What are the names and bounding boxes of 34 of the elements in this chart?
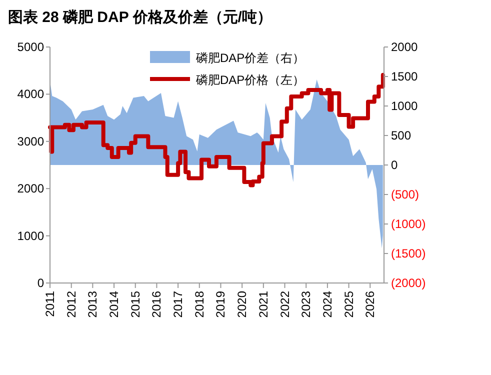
y2-tick-label: 1500 (391, 70, 418, 84)
x-tick-label: 2015 (128, 290, 142, 318)
y2-tick-label: 1000 (391, 99, 418, 113)
y2-tick-label: 2000 (391, 40, 418, 54)
y-tick-label: 1000 (17, 228, 44, 243)
y2-tick-label: (1500) (391, 246, 426, 260)
x-tick-label: 2020 (235, 290, 250, 318)
legend-label: 磷肥DAP价差（右） (195, 51, 305, 65)
y2-tick-label: (500) (391, 188, 420, 202)
x-tick-label: 2014 (107, 290, 122, 318)
x-tick-label: 2011 (43, 290, 57, 317)
x-tick-label: 2025 (342, 290, 356, 318)
x-tick-label: 2013 (86, 290, 100, 318)
x-tick-label: 2012 (64, 290, 78, 318)
x-tick-label: 2016 (150, 290, 164, 318)
x-tick-label: 2026 (363, 290, 378, 318)
y-tick-label: 3000 (17, 134, 44, 148)
y-tick-label: 2000 (17, 182, 44, 196)
x-tick-label: 2023 (299, 290, 314, 318)
y2-tick-label: 0 (391, 158, 398, 172)
y-tick-label: 4000 (17, 87, 44, 102)
y2-tick-label: (1000) (391, 217, 426, 231)
y-tick-label: 0 (37, 276, 44, 290)
x-tick-label: 2021 (256, 290, 270, 318)
y-tick-label: 5000 (17, 40, 44, 54)
x-tick-label: 2019 (214, 290, 228, 318)
chart-title: 图表 28 磷肥 DAP 价格及价差（元/吨） (8, 9, 272, 26)
x-tick-label: 2018 (192, 290, 206, 318)
x-tick-label: 2024 (320, 290, 334, 318)
legend-label: 磷肥DAP价格（左） (195, 73, 305, 87)
y2-tick-label: (2000) (391, 276, 426, 290)
x-tick-label: 2022 (278, 290, 292, 318)
y2-tick-label: 500 (391, 128, 412, 142)
x-tick-label: 2017 (171, 290, 186, 318)
